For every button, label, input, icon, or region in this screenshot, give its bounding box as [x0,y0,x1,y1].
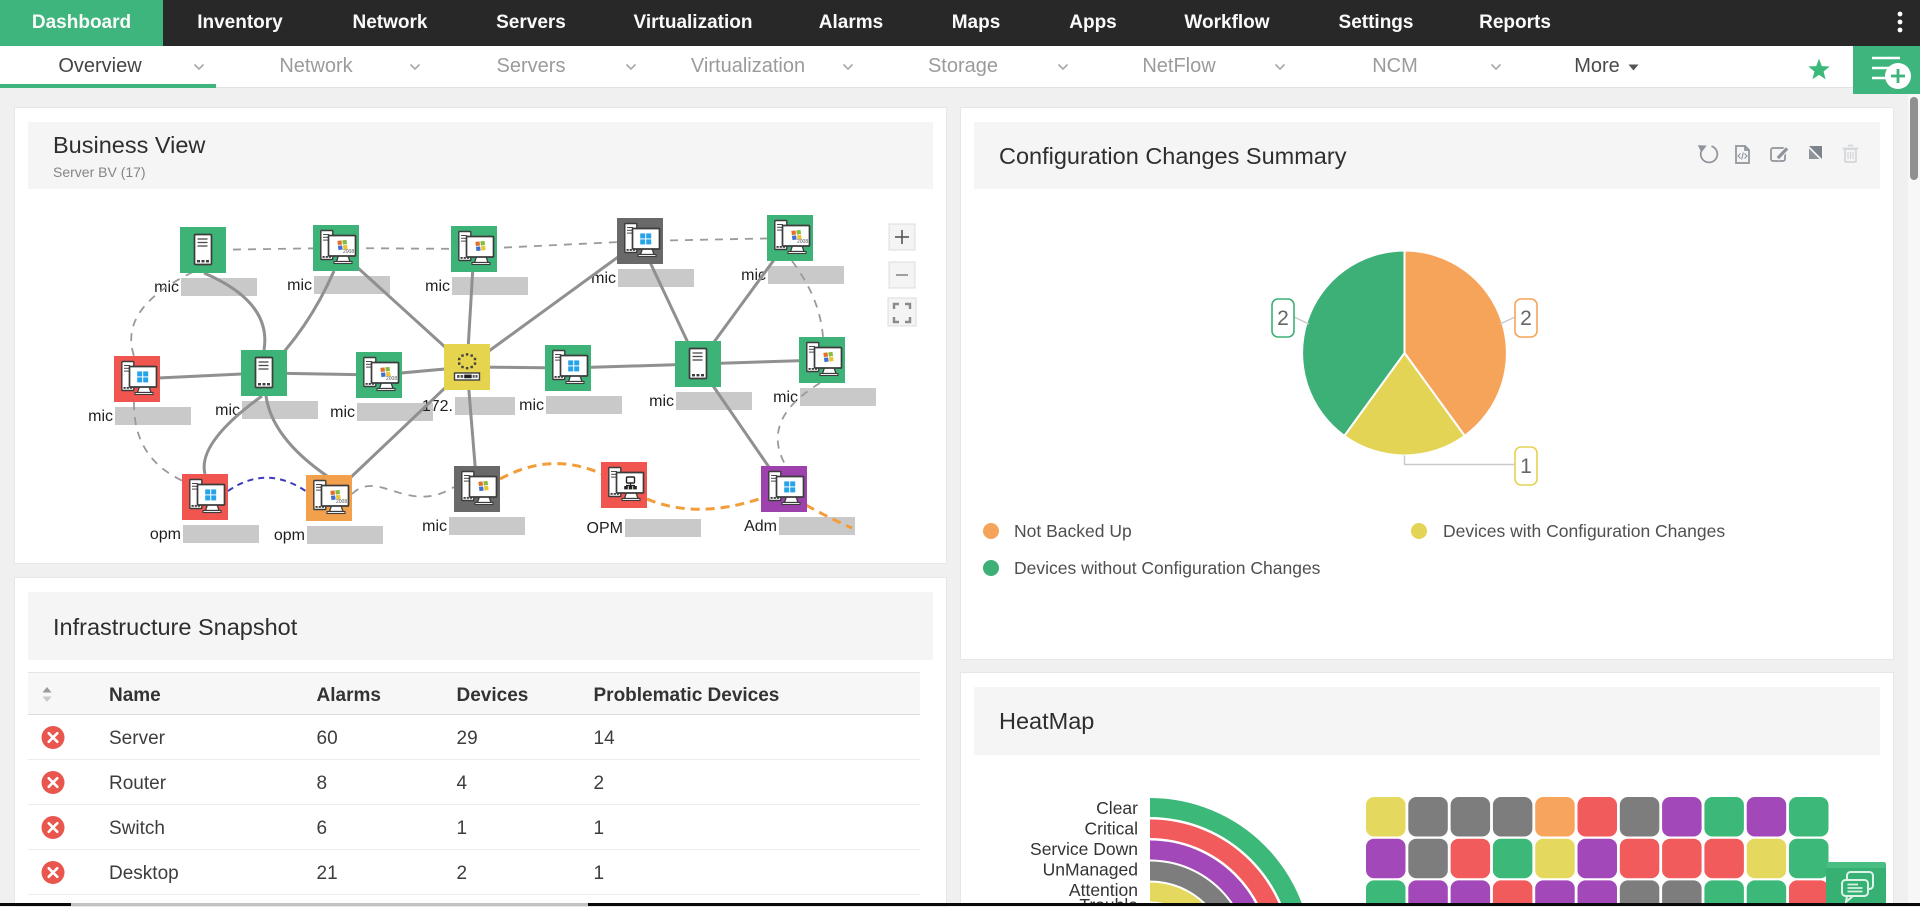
svg-text:2: 2 [1277,307,1289,330]
svg-text:Desktop: Desktop [109,863,179,884]
svg-text:Devices without Configuration: Devices without Configuration Changes [1014,558,1321,578]
svg-text:opm: opm [274,527,305,544]
svg-text:Router: Router [109,773,167,794]
svg-text:Switch: Switch [109,818,165,839]
svg-text:1: 1 [457,818,468,839]
svg-text:1: 1 [594,863,605,884]
svg-text:Trouble: Trouble [1079,895,1138,906]
svg-text:Not Backed Up: Not Backed Up [1014,521,1132,541]
svg-text:2: 2 [1520,307,1532,330]
svg-text:2: 2 [457,863,468,884]
svg-text:Devices with Configuration Cha: Devices with Configuration Changes [1443,521,1725,541]
svg-text:mic: mic [425,278,450,295]
svg-text:1: 1 [594,818,605,839]
svg-text:mic: mic [649,393,674,410]
svg-text:2: 2 [594,773,605,794]
svg-text:Server: Server [109,728,166,749]
svg-text:Devices: Devices [457,685,529,706]
svg-text:1: 1 [1520,455,1532,478]
svg-text:UnManaged: UnManaged [1043,860,1138,880]
svg-text:Attention: Attention [1069,880,1138,900]
svg-text:mic: mic [215,402,240,419]
svg-text:60: 60 [317,728,338,749]
svg-text:Problematic Devices: Problematic Devices [594,685,780,706]
svg-text:Alarms: Alarms [317,685,381,706]
svg-text:mic: mic [519,397,544,414]
svg-text:14: 14 [594,728,616,749]
svg-text:Critical: Critical [1085,819,1138,839]
svg-text:Name: Name [109,685,161,706]
svg-text:4: 4 [457,773,468,794]
svg-text:mic: mic [773,389,798,406]
svg-text:mic: mic [591,270,616,287]
svg-text:21: 21 [317,863,338,884]
svg-text:29: 29 [457,728,478,749]
svg-text:Adm: Adm [744,518,777,535]
svg-text:mic: mic [422,518,447,535]
svg-text:opm: opm [150,526,181,543]
svg-text:mic: mic [88,408,113,425]
svg-text:6: 6 [317,818,328,839]
svg-text:mic: mic [330,404,355,421]
svg-text:8: 8 [317,773,328,794]
svg-text:OPM: OPM [587,520,623,537]
svg-text:Clear: Clear [1096,798,1138,818]
svg-text:Service Down: Service Down [1030,839,1138,859]
svg-text:mic: mic [287,277,312,294]
